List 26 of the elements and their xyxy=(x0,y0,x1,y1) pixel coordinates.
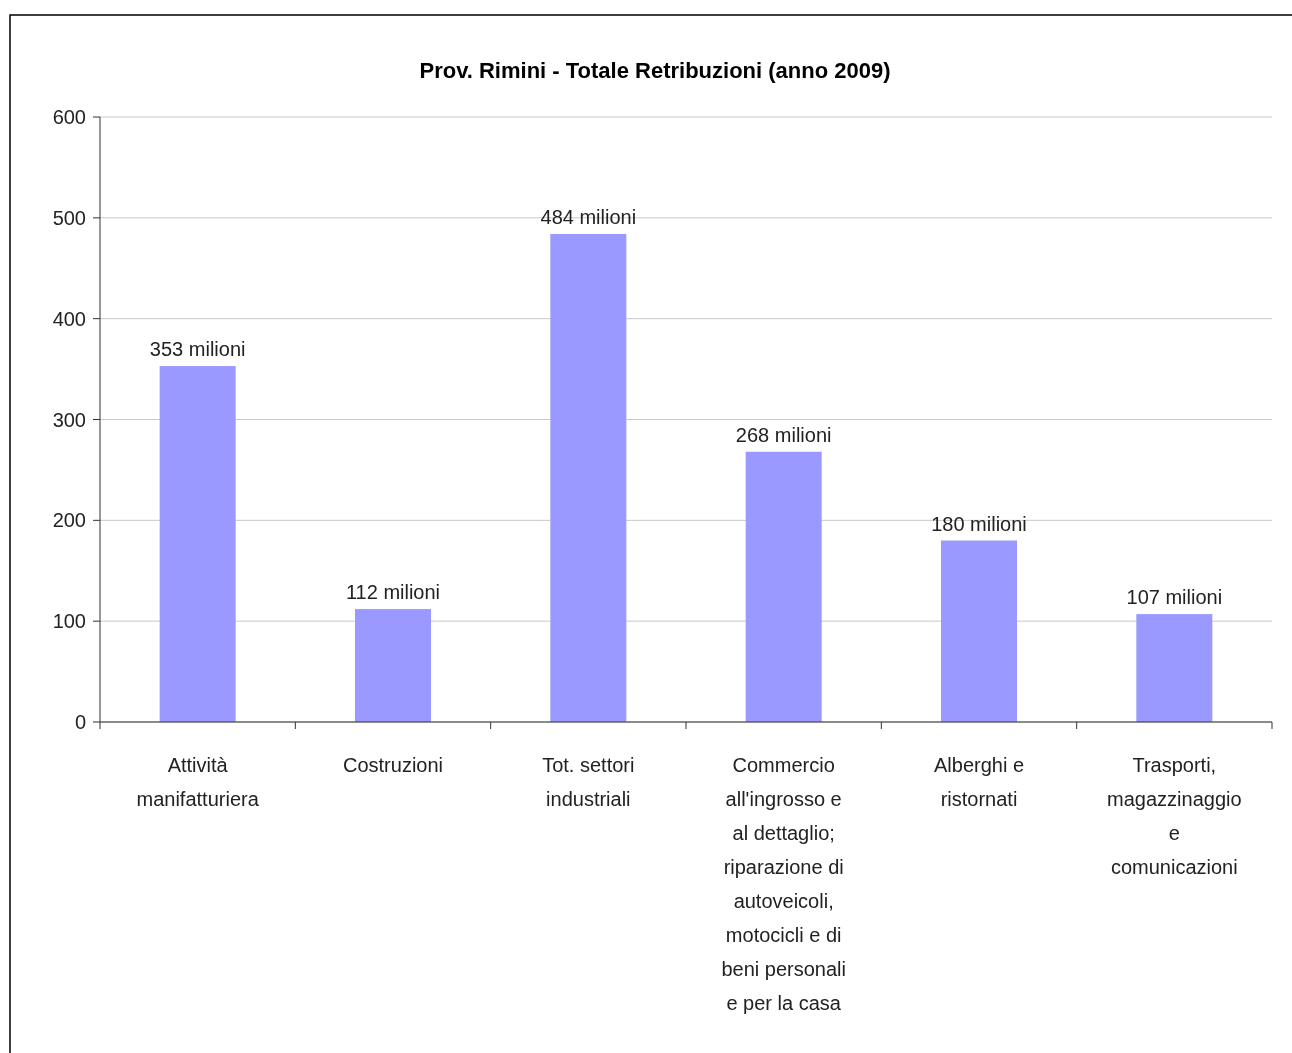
data-label: 180 milioni xyxy=(931,512,1027,535)
data-label: 112 milioni xyxy=(345,581,441,604)
y-tick-label: 600 xyxy=(52,106,86,128)
x-tick-label: Attività manifatturiera xyxy=(136,754,260,810)
y-tick-label: 400 xyxy=(52,307,86,330)
x-tick-label: Costruzioni xyxy=(342,754,444,776)
bar xyxy=(745,451,822,722)
chart-title: Prov. Rimini - Totale Retribuzioni (anno 2009) xyxy=(419,58,891,83)
data-label: 268 milioni xyxy=(735,423,832,446)
y-tick-label: 500 xyxy=(52,206,86,229)
bar xyxy=(159,366,236,722)
x-tick-label: Trasporti, magazzinaggio e comunicazioni xyxy=(1107,754,1242,878)
bar xyxy=(355,609,431,722)
x-tick-label: Alberghi e ristornati xyxy=(933,754,1025,810)
y-tick-label: 200 xyxy=(52,509,86,532)
x-tick-label: Commercio all'ingrosso e al dettaglio; riparazione di autoveicoli, motocicli e di beni personali e per la casa xyxy=(721,754,846,1014)
data-label: 353 milioni xyxy=(149,338,246,361)
bar xyxy=(941,540,1017,722)
x-tick-label: Tot. settori industriali xyxy=(542,754,635,810)
y-tick-label: 300 xyxy=(52,408,86,431)
y-tick-label: 100 xyxy=(52,610,86,633)
data-label: 107 milioni xyxy=(1126,586,1223,609)
bar xyxy=(550,233,627,722)
y-tick-label: 0 xyxy=(74,711,86,733)
bar xyxy=(1136,614,1213,722)
data-label: 484 milioni xyxy=(540,205,637,228)
